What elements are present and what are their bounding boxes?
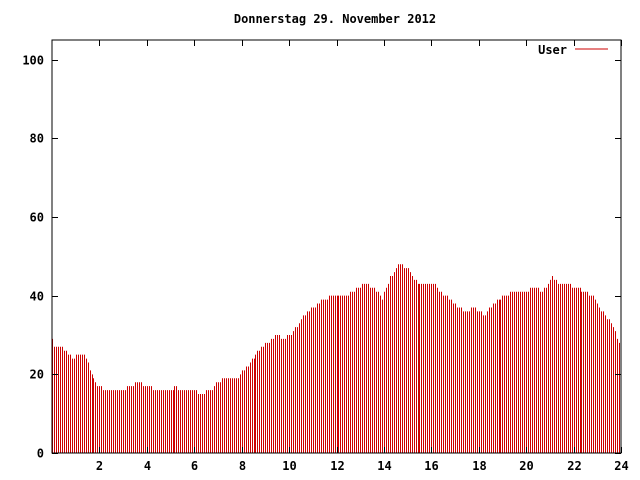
y-tick-label: 40 bbox=[30, 290, 44, 304]
x-tick-label: 8 bbox=[239, 459, 246, 473]
x-tick-label: 4 bbox=[144, 459, 151, 473]
y-tick-label: 60 bbox=[30, 211, 44, 225]
x-tick-label: 14 bbox=[377, 459, 391, 473]
x-tick-label: 6 bbox=[191, 459, 198, 473]
x-tick-label: 20 bbox=[519, 459, 533, 473]
bars-group bbox=[52, 264, 620, 453]
x-tick-label: 24 bbox=[614, 459, 628, 473]
x-tick-label: 2 bbox=[96, 459, 103, 473]
y-tick-label: 0 bbox=[37, 447, 44, 461]
y-tick-label: 80 bbox=[30, 132, 44, 146]
chart-title: Donnerstag 29. November 2012 bbox=[234, 12, 436, 26]
legend: User bbox=[538, 43, 608, 57]
plot-frame bbox=[51, 39, 622, 454]
x-tick-label: 22 bbox=[567, 459, 581, 473]
y-tick-label: 100 bbox=[22, 54, 44, 68]
x-tick-label: 16 bbox=[424, 459, 438, 473]
x-tick-label: 10 bbox=[282, 459, 296, 473]
x-tick-label: 12 bbox=[330, 459, 344, 473]
legend-label-user: User bbox=[538, 43, 567, 57]
x-tick-label: 18 bbox=[472, 459, 486, 473]
y-tick-label: 20 bbox=[30, 368, 44, 382]
